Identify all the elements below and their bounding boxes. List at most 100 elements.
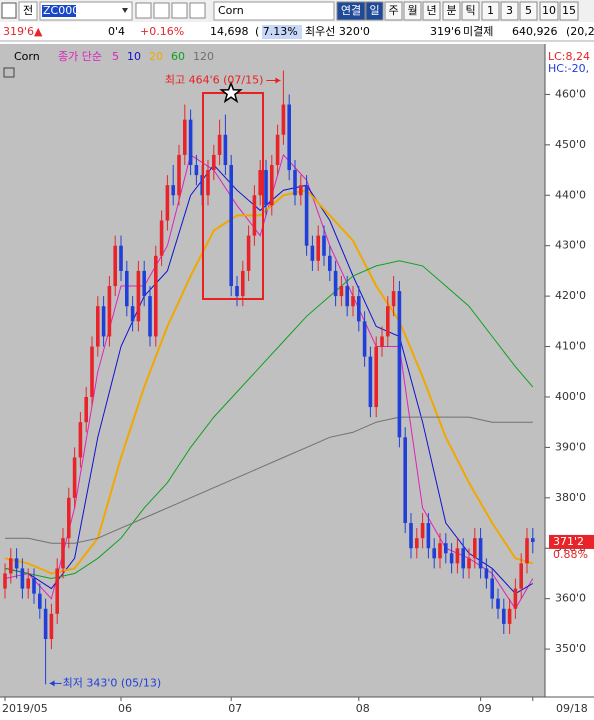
candle-body (148, 296, 152, 337)
market-box[interactable] (18, 1, 38, 21)
name-input[interactable] (213, 1, 335, 21)
period-button-label: 년 (426, 4, 436, 17)
y-tick-label: 440'0 (555, 188, 586, 201)
period-button[interactable] (403, 1, 422, 21)
candle-body (159, 220, 164, 256)
period-button[interactable] (442, 1, 461, 21)
tool-icon[interactable] (171, 2, 188, 19)
period-button[interactable] (365, 1, 384, 21)
candle-body (72, 457, 77, 498)
y-tick-label: 380'0 (555, 491, 586, 504)
settings-icon[interactable] (3, 67, 15, 78)
candle-body (67, 497, 71, 539)
period-button[interactable] (519, 1, 538, 21)
period-button-label: 틱 (465, 4, 475, 17)
period-button[interactable] (500, 1, 519, 21)
candle-body (345, 286, 349, 307)
legend-entry: 5 (112, 50, 119, 63)
period-button-label: 월 (407, 4, 417, 17)
candle-body (409, 523, 413, 549)
x-tick-label: 09/18 (556, 702, 588, 715)
candle-body (513, 588, 518, 609)
period-button[interactable] (336, 1, 366, 21)
candle-body (339, 286, 344, 297)
candle-body (96, 306, 100, 347)
candle-body (125, 270, 129, 307)
candle-body (380, 336, 384, 347)
candle-body (241, 270, 245, 297)
candle-body (507, 608, 512, 624)
candle-body (130, 306, 135, 322)
search-icon[interactable] (135, 2, 152, 19)
candle-body (310, 245, 315, 261)
candle-body (322, 235, 326, 256)
candle-body (270, 165, 274, 206)
period-button-label: 3 (506, 4, 513, 17)
candle-body (14, 558, 19, 569)
period-button[interactable] (384, 1, 403, 21)
legend-entry: 10 (127, 50, 141, 63)
candle-body (281, 104, 286, 135)
period-button-label: 15 (562, 4, 576, 17)
tool-icon[interactable] (189, 2, 206, 19)
y-tick-label: 350'0 (555, 642, 586, 655)
candle-body (84, 396, 88, 423)
candle-body (20, 568, 25, 589)
candle-body (531, 538, 535, 542)
low-annotation: 최저 343'0 (05/13) (63, 676, 162, 689)
candle-body (374, 346, 378, 408)
y-tick-label: 420'0 (555, 289, 586, 302)
candle-body (275, 134, 280, 166)
candle-body (43, 608, 48, 640)
candle-body (455, 548, 460, 564)
legend-entry: 60 (171, 50, 185, 63)
candle-body (246, 235, 251, 271)
period-button[interactable] (461, 1, 480, 21)
period-button[interactable] (559, 1, 579, 21)
candle-body (235, 286, 239, 297)
annotations: 최고 464'6 (07/15) 최저 343'0 (05/13) (49, 73, 281, 689)
candle-body (188, 119, 193, 166)
period-button[interactable] (481, 1, 500, 21)
candle-body (107, 286, 112, 337)
candle-body (386, 306, 390, 337)
volume-pct: ( 7.13% (255, 25, 298, 38)
candle-body (351, 296, 355, 307)
open-interest-label: 미결제 (463, 25, 493, 38)
x-tick-label: 09 (478, 702, 492, 715)
change: 0'4 (108, 25, 125, 38)
candle-body (3, 573, 7, 589)
last-price-tag (549, 534, 594, 549)
open-interest-change: (20,2 (566, 25, 594, 38)
candle-body (212, 154, 216, 171)
plot-area (0, 44, 545, 697)
x-tick-label: 07 (228, 702, 242, 715)
legend: 5 10 20 60 120 (112, 50, 214, 63)
candle-body (438, 543, 442, 559)
period-button-label: 10 (542, 4, 556, 17)
x-tick-label: 2019/05 (2, 702, 48, 715)
period-button[interactable] (539, 1, 559, 21)
dropdown-arrow[interactable] (122, 8, 128, 13)
candle-body (426, 523, 431, 549)
candle-body (119, 245, 123, 271)
candle-body (461, 548, 465, 569)
y-tick-label: 360'0 (555, 592, 586, 605)
period-button[interactable] (422, 1, 441, 21)
candle-body (467, 558, 471, 569)
x-tick-label: 06 (118, 702, 132, 715)
candle-body (9, 558, 13, 574)
candle-body (403, 437, 407, 524)
legend-symbol: Corn (14, 50, 40, 63)
candle-body (525, 538, 529, 564)
price: 319'6▲ (3, 25, 43, 38)
y-tick-label: 450'0 (555, 138, 586, 151)
tool-icon[interactable] (153, 2, 170, 19)
candle-body (316, 235, 320, 261)
y-tick-label: 400'0 (555, 390, 586, 403)
candle-body (78, 422, 83, 458)
candles (3, 70, 535, 685)
candle-body (415, 538, 419, 549)
menu-icon[interactable] (1, 2, 17, 19)
